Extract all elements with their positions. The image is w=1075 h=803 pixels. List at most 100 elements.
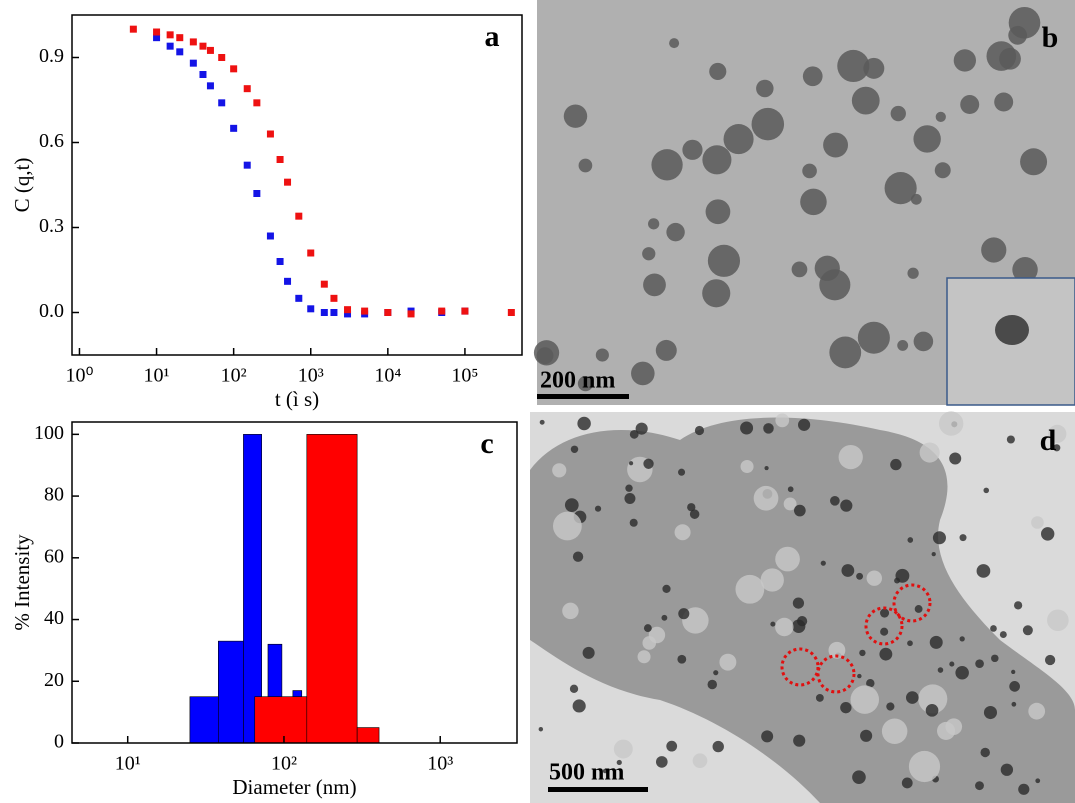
particle — [975, 781, 984, 790]
particle — [856, 573, 863, 580]
particle — [960, 95, 979, 114]
particle — [666, 741, 677, 752]
particle — [937, 722, 955, 740]
particle — [740, 421, 753, 434]
particle — [724, 124, 754, 154]
particle — [880, 628, 888, 636]
point — [508, 309, 515, 316]
particle — [629, 461, 633, 465]
particle — [1009, 7, 1041, 39]
particle — [960, 636, 965, 641]
point — [176, 48, 183, 55]
figure: b 200 nm d 500 nm 10⁰10¹10²10³10⁴10⁵0.00… — [0, 0, 1075, 803]
particle — [932, 552, 936, 556]
particle — [695, 426, 704, 435]
point — [277, 156, 284, 163]
particle — [735, 575, 764, 604]
particle — [794, 505, 806, 517]
particle — [596, 348, 609, 361]
particle — [800, 189, 827, 216]
particle — [981, 237, 1006, 262]
particle — [564, 104, 587, 127]
y-axis-title: C (q,t) — [10, 158, 34, 213]
point — [199, 43, 206, 50]
particle — [656, 340, 677, 361]
particle — [775, 547, 800, 572]
particle — [821, 561, 826, 566]
bar — [307, 434, 357, 743]
particle — [984, 706, 997, 719]
particle — [630, 430, 639, 439]
particle — [983, 488, 989, 494]
particle — [939, 411, 963, 435]
particle — [625, 485, 632, 492]
particle — [907, 537, 913, 543]
particle — [886, 702, 894, 710]
particle — [975, 659, 984, 668]
particle — [851, 685, 880, 714]
point — [461, 308, 468, 315]
point — [130, 26, 137, 33]
point — [207, 82, 214, 89]
particle — [1031, 516, 1044, 529]
particle — [839, 445, 863, 469]
particle — [788, 486, 794, 492]
particle — [858, 322, 890, 354]
y-axis-title: % Intensity — [10, 534, 34, 631]
particle — [702, 145, 731, 174]
particle — [678, 608, 689, 619]
particle — [991, 655, 998, 662]
particle — [693, 753, 708, 768]
particle — [713, 741, 724, 752]
particle — [656, 756, 668, 768]
particle — [651, 149, 682, 180]
particle — [911, 194, 922, 205]
particle — [702, 279, 730, 307]
point — [199, 71, 206, 78]
particle — [980, 748, 989, 757]
particle — [867, 570, 882, 585]
particle — [852, 770, 866, 784]
point — [284, 179, 291, 186]
particle — [677, 655, 686, 664]
particle — [915, 605, 923, 613]
point — [218, 99, 225, 106]
particle — [938, 667, 944, 673]
particle — [920, 442, 940, 462]
particle — [1007, 435, 1015, 443]
particle — [949, 662, 954, 667]
particle — [1014, 601, 1022, 609]
y-tick-label: 0 — [54, 731, 64, 753]
particle — [775, 414, 789, 428]
particle — [595, 506, 601, 512]
y-tick-label: 40 — [44, 607, 64, 629]
particle — [752, 108, 784, 140]
particle — [1009, 681, 1020, 692]
particle — [816, 694, 824, 702]
particle — [902, 778, 913, 789]
x-tick-label: 10² — [271, 753, 297, 775]
point — [253, 190, 260, 197]
particle — [678, 469, 685, 476]
particle — [709, 63, 726, 80]
particle — [643, 459, 653, 469]
particle — [643, 273, 666, 296]
x-tick-label: 10¹ — [115, 753, 141, 775]
particle — [819, 269, 850, 300]
particle — [642, 247, 655, 260]
particle — [906, 691, 919, 704]
point — [244, 85, 251, 92]
point — [321, 309, 328, 316]
particle — [1020, 148, 1047, 175]
plot-frame — [72, 15, 522, 355]
x-tick-label: 10² — [221, 365, 247, 387]
particle — [1045, 655, 1055, 665]
particle — [840, 500, 852, 512]
point — [167, 43, 174, 50]
point — [295, 213, 302, 220]
particle — [661, 615, 667, 621]
particle — [761, 730, 773, 742]
y-tick-label: 0.6 — [39, 130, 64, 152]
particle — [638, 650, 651, 663]
point — [307, 305, 314, 312]
